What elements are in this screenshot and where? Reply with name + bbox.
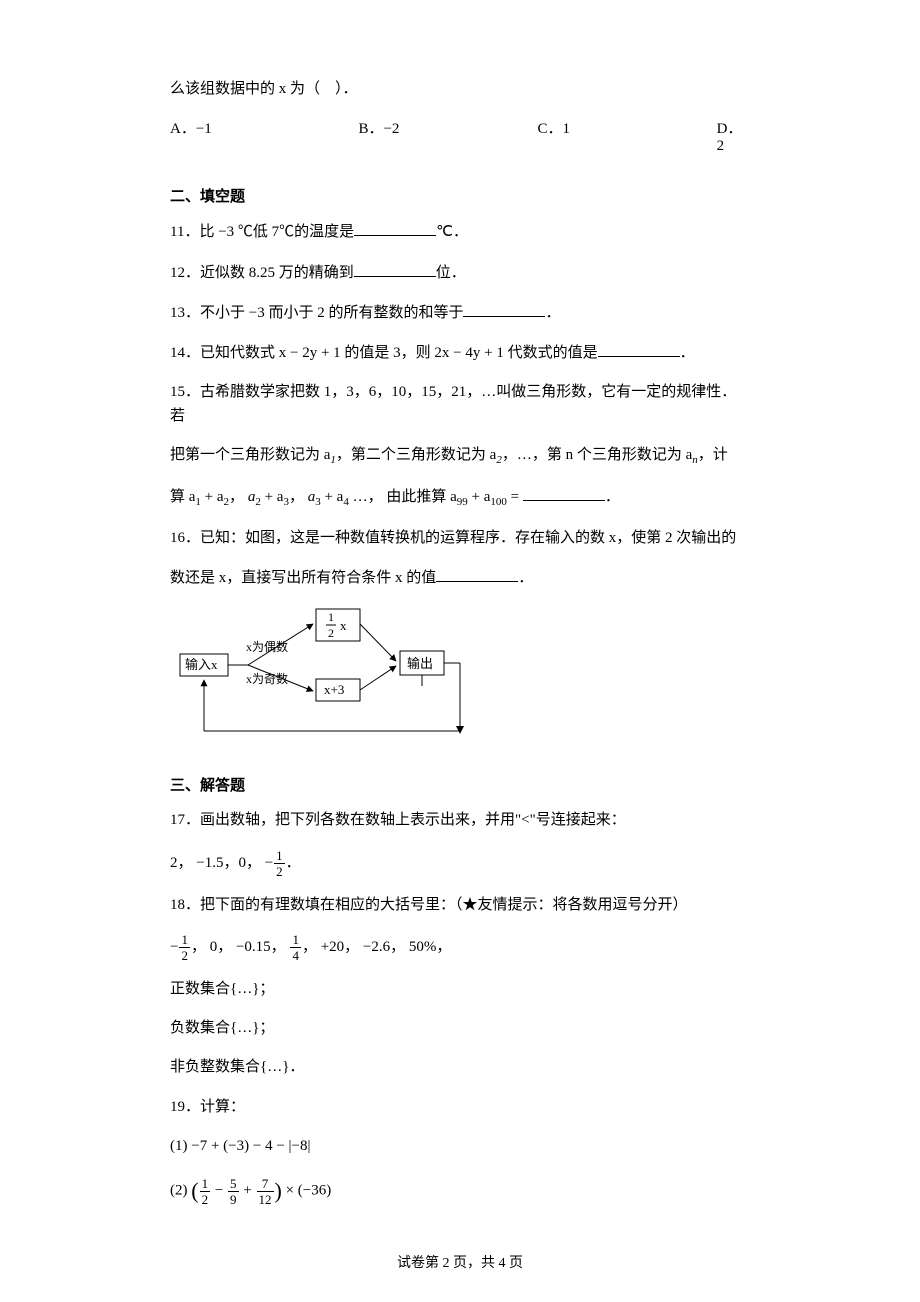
flowchart-svg: 输入x x为偶数 x为奇数 1 2 x x+3 输出 <box>178 606 478 746</box>
q15-l3a: 算 a <box>170 489 195 505</box>
frac-half-1: 12 <box>274 849 285 878</box>
q16-l2b: ． <box>518 570 533 586</box>
q18-set-pos: 正数集合{…}； <box>170 978 748 1001</box>
frac-five9: 59 <box>228 1177 239 1206</box>
lparen: ( <box>191 1178 198 1203</box>
exam-page: 么该组数据中的 x 为（ ）． A．−1 B．−2 C．1 D．2 二、填空题 … <box>0 0 920 1302</box>
frac-half-2: 12 <box>179 933 190 962</box>
frac-seven12: 712 <box>257 1177 274 1206</box>
q14-blank[interactable] <box>598 341 680 357</box>
flowchart-diagram: 输入x x为偶数 x为奇数 1 2 x x+3 输出 <box>178 606 478 746</box>
frac-quarter: 14 <box>290 933 301 962</box>
q19-head: 19．计算： <box>170 1096 748 1119</box>
q15-tail: …， 由此推算 a <box>349 489 457 505</box>
q12-post: 位． <box>436 265 466 281</box>
q16-line1: 16．已知：如图，这是一种数值转换机的运算程序．存在输入的数 x，使第 2 次输… <box>170 527 748 550</box>
q15-plus1: + a <box>201 489 224 505</box>
fc-plus3: x+3 <box>324 682 344 697</box>
q15-l2b: ，第二个三角形数记为 a <box>336 447 496 463</box>
section-2-heading: 二、填空题 <box>170 185 748 206</box>
q15-line2: 把第一个三角形数记为 a1，第二个三角形数记为 a2，…，第 n 个三角形数记为… <box>170 444 748 469</box>
q18-set-nonneg: 非负整数集合{…}． <box>170 1056 748 1079</box>
q17-line1: 17．画出数轴，把下列各数在数轴上表示出来，并用"<"号连接起来： <box>170 809 748 832</box>
q17-a: 2， −1.5，0， − <box>170 855 273 871</box>
q15-l2c: ，…，第 n 个三角形数记为 a <box>502 447 692 463</box>
option-b: B．−2 <box>358 117 537 155</box>
q18-c: ， +20， −2.6， 50%， <box>302 939 451 955</box>
fc-half-den: 2 <box>328 626 334 640</box>
q15-eq: = <box>507 489 523 505</box>
q16-blank[interactable] <box>436 566 518 582</box>
q14: 14．已知代数式 x − 2y + 1 的值是 3，则 2x − 4y + 1 … <box>170 341 748 365</box>
q15-l2a: 把第一个三角形数记为 a <box>170 447 330 463</box>
q11-post: ℃． <box>436 224 468 240</box>
q17-nums: 2， −1.5，0， −12． <box>170 849 748 878</box>
q16-l2a: 数还是 x，直接写出所有符合条件 x 的值 <box>170 570 436 586</box>
q-continued-options: A．−1 B．−2 C．1 D．2 <box>170 117 748 155</box>
minus1: − <box>211 1183 227 1199</box>
fc-half-num: 1 <box>328 610 334 624</box>
fc-even-label: x为偶数 <box>246 639 288 654</box>
q18-a: − <box>170 939 178 955</box>
sub-99: 99 <box>457 496 468 508</box>
q12-blank[interactable] <box>354 261 436 277</box>
q14-post: ． <box>680 345 695 361</box>
q15-line1: 15．古希腊数学家把数 1，3，6，10，15，21，…叫做三角形数，它有一定的… <box>170 381 748 428</box>
q19-p2: (2) (12 − 59 + 712) × (−36) <box>170 1174 748 1208</box>
q18-b: ， 0， −0.15， <box>191 939 289 955</box>
q13-pre: 13．不小于 −3 而小于 2 的所有整数的和等于 <box>170 305 463 321</box>
q15-plus2: + a <box>261 489 284 505</box>
frac-half-3: 12 <box>200 1177 211 1206</box>
option-d: D．2 <box>717 117 748 155</box>
q13-blank[interactable] <box>463 301 545 317</box>
q15-period: ． <box>605 489 620 505</box>
q15-plus3: + a <box>321 489 344 505</box>
section-3-heading: 三、解答题 <box>170 774 748 795</box>
plus1: + <box>240 1183 256 1199</box>
fc-input: 输入x <box>185 657 218 672</box>
q11: 11．比 −3 ℃低 7℃的温度是 ℃． <box>170 220 748 244</box>
q16-line2: 数还是 x，直接写出所有符合条件 x 的值 ． <box>170 566 748 590</box>
fc-half-x: x <box>340 618 347 633</box>
q-continued-stem: 么该组数据中的 x 为（ ）． <box>170 78 748 101</box>
q13: 13．不小于 −3 而小于 2 的所有整数的和等于 ． <box>170 301 748 325</box>
q14-pre: 14．已知代数式 x − 2y + 1 的值是 3，则 2x − 4y + 1 … <box>170 345 598 361</box>
q19-p2a: (2) <box>170 1183 191 1199</box>
sub-100: 100 <box>490 496 507 508</box>
q12-pre: 12．近似数 8.25 万的精确到 <box>170 265 354 281</box>
q12: 12．近似数 8.25 万的精确到 位． <box>170 261 748 285</box>
q15-l2d: ，计 <box>698 447 728 463</box>
q15-c2: ， <box>289 489 308 505</box>
q11-blank[interactable] <box>354 220 436 236</box>
option-a: A．−1 <box>170 117 358 155</box>
q19-p2tail: × (−36) <box>282 1183 331 1199</box>
fc-output: 输出 <box>407 656 433 671</box>
q15-line3: 算 a1 + a2， a2 + a3， a3 + a4 …， 由此推算 a99 … <box>170 485 748 511</box>
option-c: C．1 <box>538 117 717 155</box>
q13-post: ． <box>545 305 560 321</box>
q15-blank[interactable] <box>523 485 605 501</box>
q15-c1: ， <box>229 489 248 505</box>
rparen: ) <box>275 1178 282 1203</box>
q17-end: ． <box>286 855 301 871</box>
page-footer: 试卷第 2 页，共 4 页 <box>0 1252 920 1272</box>
q15-plus4: + a <box>468 489 491 505</box>
q19-p1: (1) −7 + (−3) − 4 − |−8| <box>170 1135 748 1158</box>
q18-nums: −12， 0， −0.15， 14， +20， −2.6， 50%， <box>170 933 748 962</box>
q18-line1: 18．把下面的有理数填在相应的大括号里：（★友情提示：将各数用逗号分开） <box>170 894 748 917</box>
q-continued-text: 么该组数据中的 x 为（ ）． <box>170 81 358 97</box>
q11-pre: 11．比 −3 ℃低 7℃的温度是 <box>170 224 354 240</box>
q18-set-neg: 负数集合{…}； <box>170 1017 748 1040</box>
